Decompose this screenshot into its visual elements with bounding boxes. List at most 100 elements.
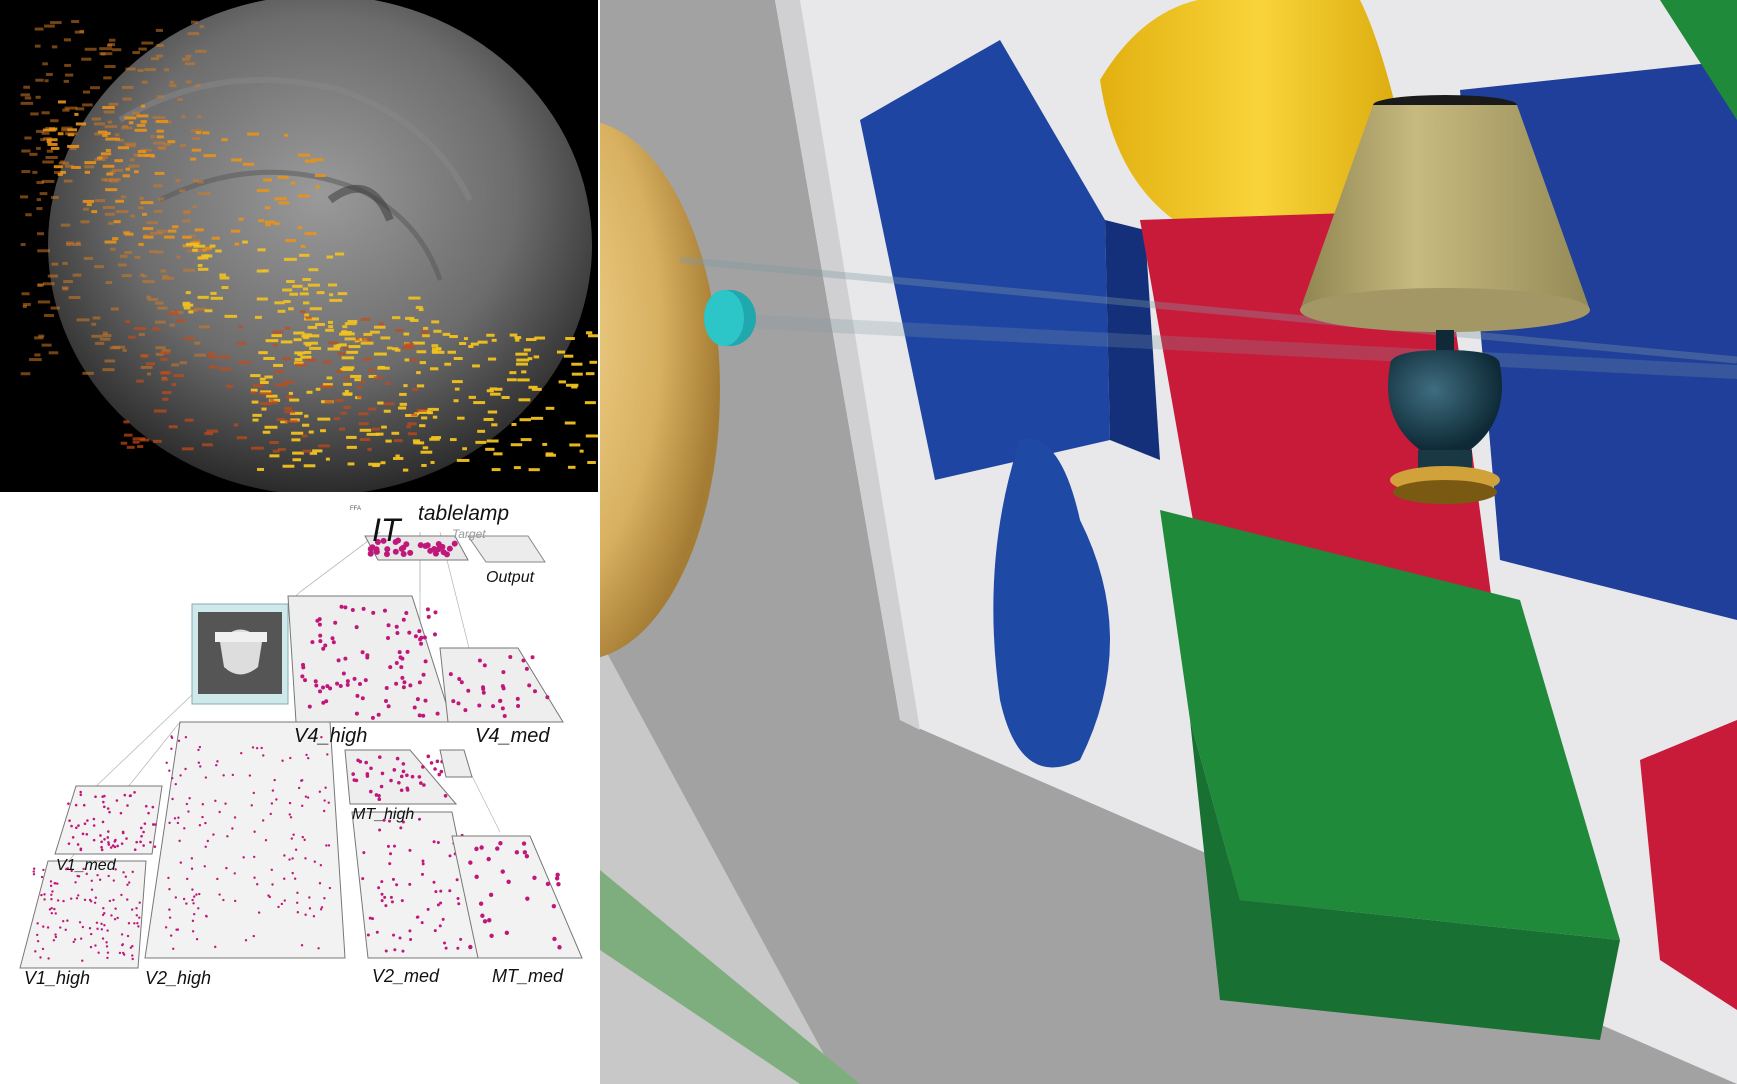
activation-voxel [404,358,410,362]
network-unit [96,927,99,931]
network-unit [289,816,293,819]
network-unit [501,670,506,675]
activation-voxel [366,432,380,436]
network-unit [407,549,414,556]
activation-voxel [367,447,372,451]
activation-voxel [395,328,404,332]
activation-voxel [395,454,400,458]
network-unit [100,922,103,926]
activation-voxel [42,282,55,286]
activation-voxel [21,170,31,174]
network-unit [361,606,366,611]
network-unit [39,956,42,959]
activation-voxel [155,346,166,350]
network-unit [114,868,117,871]
network-unit [420,921,424,925]
network-unit [62,919,65,923]
network-unit [339,604,344,609]
activation-voxel [101,178,108,182]
activation-voxel [64,73,74,77]
network-unit [101,795,104,798]
network-unit [174,782,177,786]
activation-voxel [352,337,360,341]
network-unit [384,699,389,704]
activation-voxel [191,148,202,152]
activation-voxel [139,273,144,277]
network-unit [400,550,407,557]
activation-voxel [299,253,310,257]
network-unit [73,938,77,941]
activation-voxel [457,416,465,420]
network-unit [204,845,207,848]
network-unit [191,898,194,902]
network-unit [307,756,310,760]
network-unit [352,676,357,681]
activation-voxel [132,437,146,441]
activation-voxel [221,138,228,142]
activation-voxel [105,188,118,192]
network-unit [275,798,278,801]
activation-voxel [179,144,187,148]
network-unit [301,804,304,808]
network-unit [404,610,409,615]
network-unit [417,629,422,634]
activation-voxel [361,337,372,341]
network-unit [171,797,174,801]
network-unit [85,872,88,876]
network-unit [399,774,404,779]
blue-drop [993,439,1110,768]
network-unit [477,703,482,708]
network-unit [75,897,79,900]
network-unit [433,929,437,933]
activation-voxel [284,419,298,423]
network-unit [521,658,526,663]
network-unit [224,802,227,805]
network-unit [168,888,171,891]
network-unit [403,541,410,548]
network-unit [451,699,456,704]
activation-voxel [41,111,50,115]
activation-voxel [238,360,251,364]
activation-voxel [584,401,596,405]
activation-voxel [292,451,304,455]
network-unit [94,795,97,799]
network-unit [422,542,429,549]
activation-voxel [74,112,79,116]
activation-voxel [100,152,112,156]
network-unit [70,897,73,900]
network-unit [251,746,255,749]
network-unit [354,625,359,630]
gaze-ray [679,256,1737,364]
activation-voxel [344,389,349,393]
activation-voxel [407,432,417,436]
network-unit [392,548,399,555]
activation-voxel [509,333,518,337]
floor-stripe [600,870,860,1084]
network-unit [40,875,44,879]
brain-activation-panel [0,0,598,492]
activation-voxel [147,297,159,301]
network-unit [201,803,205,806]
network-unit [375,930,379,934]
activation-voxel [359,438,371,442]
network-unit [327,801,330,804]
network-unit [514,850,520,855]
activation-voxel [340,411,347,415]
activation-voxel [160,351,171,355]
network-unit [395,630,400,635]
network-unit [127,922,131,925]
network-unit [281,759,284,762]
activation-voxel [197,256,209,260]
network-unit [42,925,45,928]
activation-voxel [432,415,438,419]
network-unit [214,799,217,803]
activation-voxel [300,355,312,359]
network-unit [417,680,422,685]
activation-voxel [412,387,419,391]
network-unit [418,817,422,821]
activation-voxel [106,43,113,47]
network-unit [106,951,110,954]
network-unit [432,840,436,844]
activation-voxel [109,170,116,174]
activation-voxel [188,310,194,314]
